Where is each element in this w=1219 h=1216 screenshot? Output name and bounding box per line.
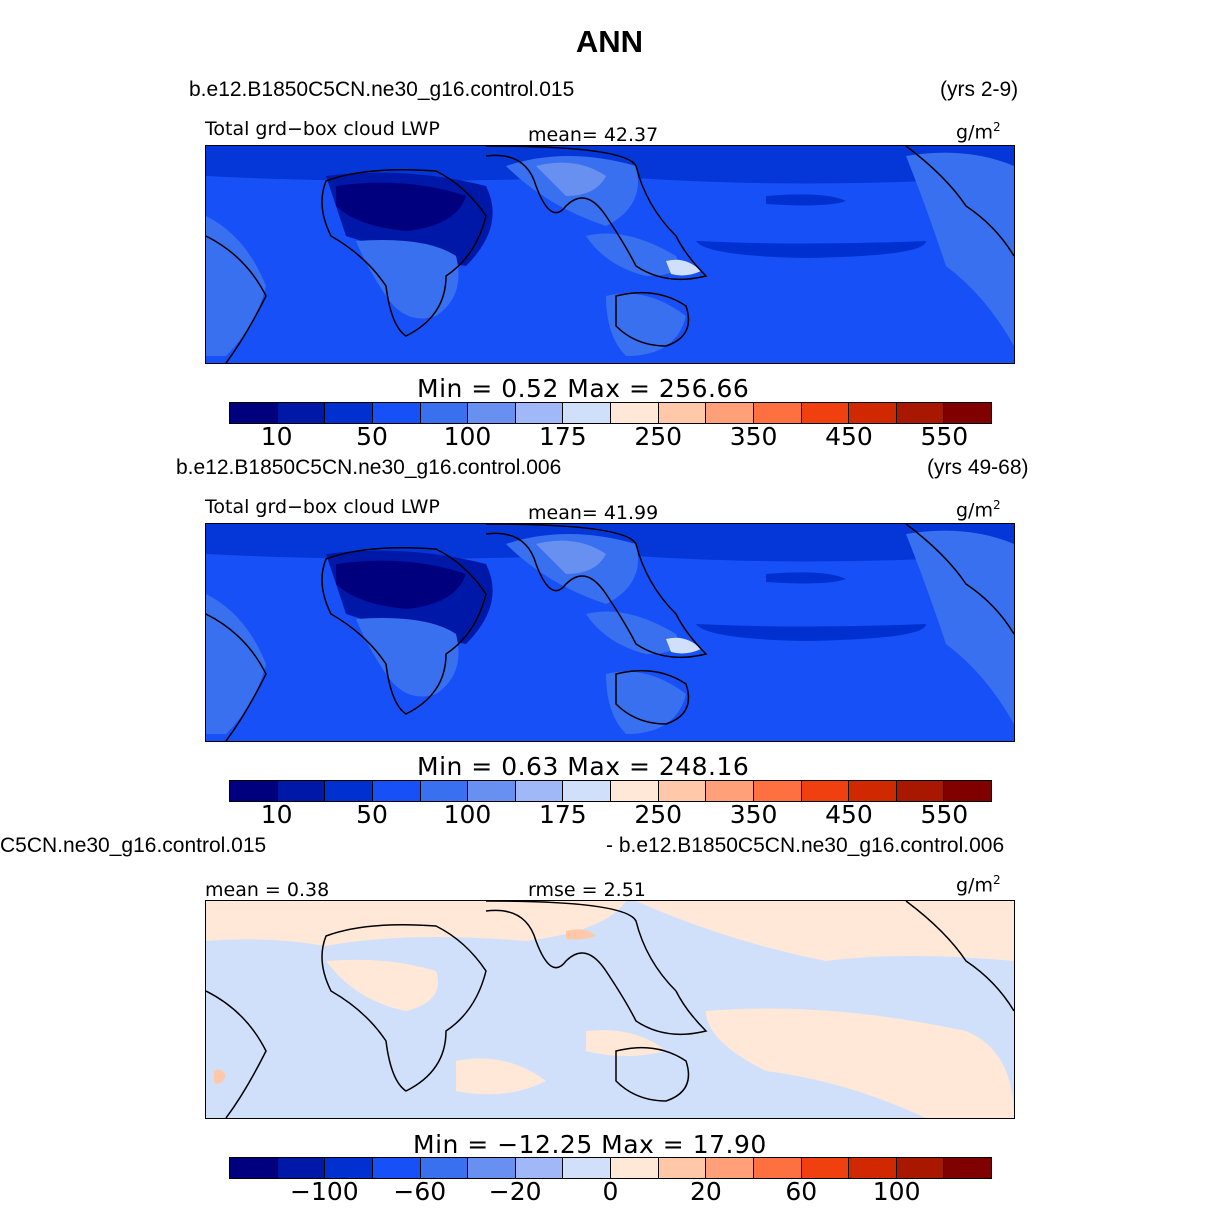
panel1-variable-label: Total grd−box cloud LWP (205, 118, 440, 140)
colorbar-box (230, 1158, 278, 1178)
panel3-case-right: - b.e12.B1850C5CN.ne30_g16.control.006 (606, 834, 1005, 857)
colorbar-box (277, 1158, 326, 1178)
panel1-mean: mean= 42.37 (528, 124, 659, 146)
colorbar-box (563, 403, 611, 423)
panel3-rmse: rmse = 2.51 (528, 879, 646, 901)
colorbar-box (944, 781, 991, 801)
colorbar-box (515, 781, 564, 801)
colorbar-tick-label: 550 (920, 422, 969, 451)
panel1-years: (yrs 2-9) (940, 78, 1019, 101)
colorbar-box (706, 781, 754, 801)
colorbar-tick-label: 0 (602, 1177, 619, 1206)
panel3-units: g/m2 (956, 873, 1001, 897)
colorbar-box (753, 403, 802, 423)
panel2-variable-label: Total grd−box cloud LWP (205, 496, 440, 518)
colorbar-box (563, 1158, 611, 1178)
colorbar-box (563, 781, 611, 801)
panel2-map (205, 523, 1015, 742)
colorbar-tick-label: 10 (260, 800, 293, 829)
panel3-case-left: C5CN.ne30_g16.control.015 (0, 834, 267, 857)
colorbar-box (230, 403, 278, 423)
colorbar-box (706, 403, 754, 423)
colorbar-tick-label: 550 (920, 800, 969, 829)
colorbar-box (801, 781, 850, 801)
panel1-map (205, 145, 1015, 364)
colorbar-box (849, 1158, 897, 1178)
colorbar-tick-label: 10 (260, 422, 293, 451)
colorbar-box (420, 403, 469, 423)
colorbar-tick-label: 100 (443, 422, 492, 451)
colorbar-box (325, 781, 373, 801)
colorbar-tick-label: 175 (538, 800, 587, 829)
panel2-colorbar-ticks: 10 50 100 175 250 350 450 550 (0, 800, 1219, 830)
colorbar-tick-label: 60 (785, 1177, 818, 1206)
panel3-map (205, 900, 1015, 1119)
colorbar-box (515, 403, 564, 423)
colorbar-tick-label: 350 (729, 800, 778, 829)
colorbar-box (372, 781, 421, 801)
panel1-colorbar (229, 402, 992, 424)
colorbar-box (896, 403, 945, 423)
colorbar-box (468, 1158, 516, 1178)
colorbar-box (658, 403, 707, 423)
colorbar-box (849, 403, 897, 423)
colorbar-box (896, 1158, 945, 1178)
panel2-case-name: b.e12.B1850C5CN.ne30_g16.control.006 (176, 456, 562, 479)
panel1-case-name: b.e12.B1850C5CN.ne30_g16.control.015 (189, 78, 575, 101)
panel2-units: g/m2 (956, 498, 1001, 522)
colorbar-tick-label: 20 (689, 1177, 722, 1206)
colorbar-box (277, 781, 326, 801)
colorbar-tick-label: 250 (634, 422, 683, 451)
panel3-colorbar-ticks: −100 −60 −20 0 20 60 100 (0, 1177, 1219, 1207)
colorbar-box (468, 403, 516, 423)
colorbar-tick-label: 175 (538, 422, 587, 451)
colorbar-box (611, 781, 659, 801)
colorbar-tick-label: 100 (872, 1177, 921, 1206)
figure-title: ANN (575, 24, 644, 59)
colorbar-tick-label: 450 (825, 800, 873, 829)
colorbar-box (515, 1158, 564, 1178)
colorbar-box (611, 403, 659, 423)
colorbar-box (420, 781, 469, 801)
colorbar-box (230, 781, 278, 801)
colorbar-tick-label: −60 (393, 1177, 447, 1206)
colorbar-box (801, 403, 850, 423)
colorbar-tick-label: −100 (290, 1177, 359, 1206)
panel1-colorbar-ticks: 10 50 100 175 250 350 450 550 (0, 422, 1219, 452)
colorbar-box (706, 1158, 754, 1178)
colorbar-box (849, 781, 897, 801)
colorbar-tick-label: 50 (356, 800, 388, 829)
colorbar-box (753, 1158, 802, 1178)
panel3-min-max: Min = −12.25 Max = 17.90 (413, 1130, 767, 1159)
colorbar-box (420, 1158, 469, 1178)
colorbar-box (277, 403, 326, 423)
colorbar-box (658, 1158, 707, 1178)
colorbar-box (896, 781, 945, 801)
colorbar-box (325, 1158, 373, 1178)
colorbar-box (611, 1158, 659, 1178)
panel1-min-max: Min = 0.52 Max = 256.66 (417, 374, 750, 403)
colorbar-tick-label: 50 (356, 422, 388, 451)
panel2-min-max: Min = 0.63 Max = 248.16 (417, 752, 750, 781)
colorbar-box (372, 1158, 421, 1178)
panel1-units: g/m2 (956, 120, 1001, 144)
colorbar-box (753, 781, 802, 801)
panel3-mean: mean = 0.38 (205, 879, 330, 901)
panel2-colorbar (229, 780, 992, 802)
colorbar-box (372, 403, 421, 423)
colorbar-box (944, 403, 991, 423)
colorbar-box (658, 781, 707, 801)
colorbar-tick-label: 350 (729, 422, 778, 451)
colorbar-box (944, 1158, 991, 1178)
panel3-colorbar (229, 1157, 992, 1179)
colorbar-tick-label: 450 (825, 422, 873, 451)
colorbar-box (468, 781, 516, 801)
colorbar-box (325, 403, 373, 423)
colorbar-box (801, 1158, 850, 1178)
colorbar-tick-label: −20 (488, 1177, 542, 1206)
colorbar-tick-label: 100 (443, 800, 492, 829)
colorbar-tick-label: 250 (634, 800, 683, 829)
panel2-mean: mean= 41.99 (528, 502, 659, 524)
panel2-years: (yrs 49-68) (927, 456, 1029, 479)
